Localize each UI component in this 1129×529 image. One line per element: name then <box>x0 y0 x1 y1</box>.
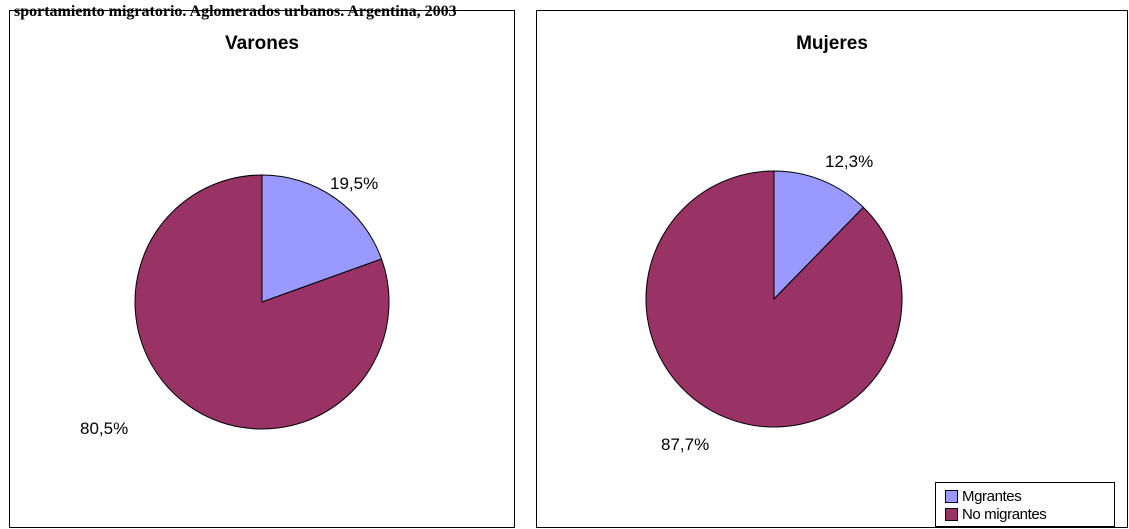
chart-panel-varones: sportamiento migratorio. Aglomerados urb… <box>9 3 515 528</box>
legend-swatch-migrantes <box>945 489 958 503</box>
legend-label-migrantes: Mgrantes <box>962 487 1022 505</box>
chart-panel-mujeres: Mujeres 12,3% 87,7% Mgrantes No migrante… <box>536 10 1128 528</box>
legend-item-no-migrantes: No migrantes <box>945 505 1114 523</box>
varones-slice-migrantes <box>261 174 383 303</box>
mujeres-slice-no-migrantes <box>645 170 903 428</box>
mujeres-slice-migrantes <box>773 170 865 301</box>
data-label-migrantes-varones: 19,5% <box>330 174 379 193</box>
data-label-no-migrantes-varones: 80,5% <box>80 419 129 438</box>
chart-title-mujeres: Mujeres <box>796 33 868 54</box>
legend-swatch-no-migrantes <box>945 507 958 521</box>
legend: Mgrantes No migrantes <box>935 482 1115 527</box>
legend-item-migrantes: Mgrantes <box>945 487 1114 505</box>
pie-chart-varones <box>134 174 390 430</box>
varones-slice-no-migrantes <box>134 174 390 430</box>
legend-label-no-migrantes: No migrantes <box>962 505 1047 523</box>
pie-chart-mujeres <box>645 170 903 428</box>
chart-title-varones: Varones <box>225 33 299 54</box>
data-label-migrantes-mujeres: 12,3% <box>825 152 874 171</box>
page-title: sportamiento migratorio. Aglomerados urb… <box>14 3 457 20</box>
data-label-no-migrantes-mujeres: 87,7% <box>661 435 710 454</box>
